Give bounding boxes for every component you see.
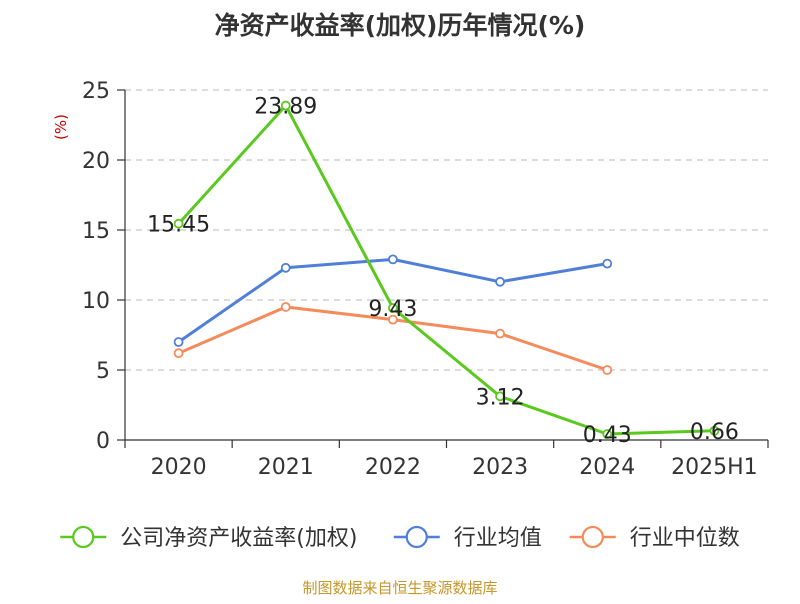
data-point	[495, 328, 505, 339]
data-point	[173, 218, 184, 229]
grid-lines	[125, 89, 768, 371]
series-line	[177, 104, 715, 436]
data-point	[495, 391, 505, 402]
data-label: 0.43	[583, 423, 632, 448]
y-tick-label: 0	[96, 429, 110, 454]
x-tick-label: 2022	[365, 455, 421, 480]
data-point	[388, 314, 398, 325]
y-tick-label: 10	[82, 289, 110, 314]
legend-item: 行业均值	[393, 525, 542, 551]
x-tick-label: 2023	[472, 455, 528, 480]
data-label: 23.89	[254, 95, 317, 120]
data-point	[280, 262, 291, 273]
series-lines	[173, 100, 720, 439]
data-point	[173, 348, 184, 359]
data-point	[388, 254, 398, 265]
y-tick-label: 5	[96, 359, 110, 384]
legend-marker	[581, 525, 604, 549]
y-tick-label: 20	[82, 149, 110, 174]
data-label: 9.43	[368, 297, 417, 322]
data-point	[602, 365, 613, 375]
chart-title: 净资产收益率(加权)历年情况(%)	[215, 11, 586, 40]
x-tick-label: 2021	[258, 455, 314, 480]
data-point	[173, 337, 184, 347]
axes: 0 5 10 15 20 25 2020 2021 2022 2023 2024 2025H1	[82, 79, 769, 480]
legend-item: 公司净资产收益率(加权)	[60, 525, 357, 551]
data-point	[280, 100, 291, 111]
legend-label: 行业中位数	[630, 526, 740, 551]
y-tick-label: 25	[82, 79, 110, 104]
data-point	[388, 303, 398, 313]
data-label: 15.45	[147, 213, 210, 238]
legend-item: 行业中位数	[569, 525, 740, 551]
y-tick-label: 15	[82, 219, 110, 244]
legend-marker	[72, 525, 95, 549]
x-tick-label: 2024	[579, 455, 635, 480]
data-label: 0.66	[690, 420, 739, 445]
legend: 公司净资产收益率(加权) 行业均值 行业中位数	[60, 525, 740, 551]
data-point	[280, 302, 291, 312]
data-point	[709, 425, 720, 436]
x-tick-label: 2020	[151, 455, 207, 480]
legend-label: 行业均值	[454, 526, 542, 551]
source-note: 制图数据来自恒生聚源数据库	[302, 579, 497, 597]
data-point	[602, 429, 613, 439]
data-point	[602, 258, 613, 269]
data-point	[495, 276, 505, 287]
data-label: 3.12	[476, 385, 525, 410]
y-axis-label: (%)	[52, 114, 70, 140]
data-labels: 15.45 23.89 9.43 3.12 0.43 0.66	[147, 95, 739, 448]
legend-label: 公司净资产收益率(加权)	[120, 526, 357, 551]
x-tick-label: 2025H1	[671, 455, 758, 480]
legend-marker	[405, 525, 428, 549]
